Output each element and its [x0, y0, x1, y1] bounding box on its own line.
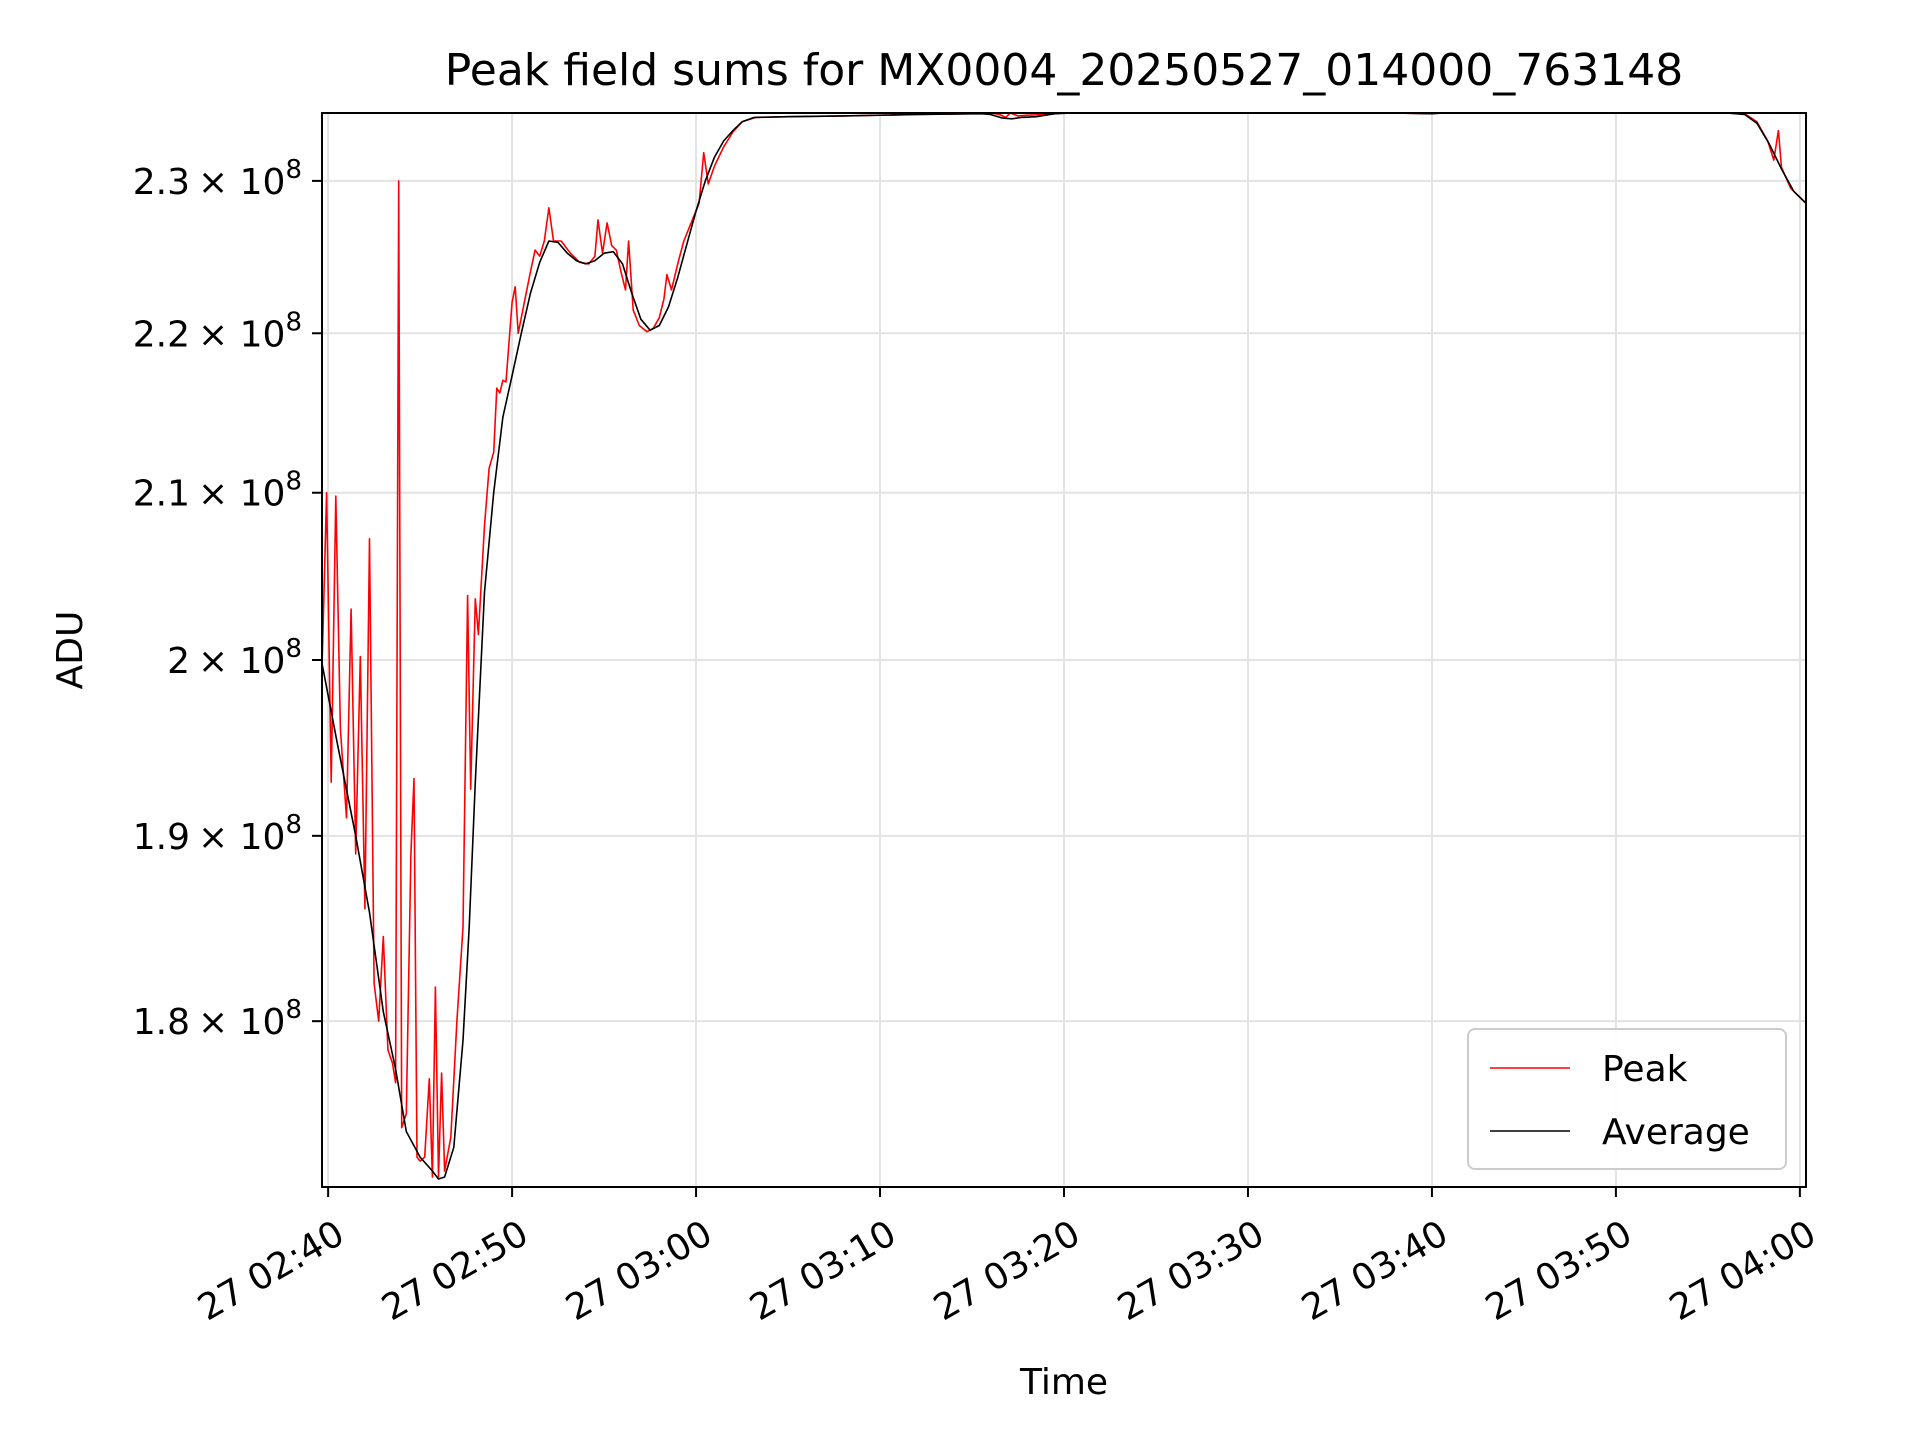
y-tick-base: × 10 — [198, 314, 285, 355]
legend: Peak Average — [1467, 1028, 1787, 1170]
legend-label-peak: Peak — [1602, 1049, 1688, 1090]
y-tick-label: 2 × 108 — [167, 634, 302, 682]
y-tick-base: × 10 — [198, 1002, 285, 1043]
y-tick-mantissa: 2.2 — [133, 314, 190, 355]
y-tick-label: 1.9 × 108 — [133, 810, 302, 858]
y-tick-base: × 10 — [198, 474, 285, 515]
y-tick-exponent: 8 — [285, 634, 302, 664]
y-tick-exponent: 8 — [285, 995, 302, 1025]
y-tick-mantissa: 1.8 — [133, 1002, 190, 1043]
grid — [322, 113, 1806, 1187]
y-tick-base: × 10 — [198, 641, 285, 682]
y-tick-base: × 10 — [198, 162, 285, 203]
y-tick-mantissa: 1.9 — [133, 817, 190, 858]
y-tick-exponent: 8 — [285, 810, 302, 840]
y-tick-mantissa: 2.3 — [133, 162, 190, 203]
y-axis-label: ADU — [50, 611, 91, 690]
legend-label-average: Average — [1602, 1112, 1750, 1153]
x-axis-label: Time — [1019, 1362, 1108, 1403]
y-tick-label: 2.3 × 108 — [133, 155, 302, 203]
y-tick-base: × 10 — [198, 817, 285, 858]
y-tick-exponent: 8 — [285, 307, 302, 337]
y-tick-label: 2.1 × 108 — [133, 467, 302, 515]
y-tick-label: 2.2 × 108 — [133, 307, 302, 355]
y-tick-exponent: 8 — [285, 155, 302, 185]
y-tick-label: 1.8 × 108 — [133, 995, 302, 1043]
y-tick-mantissa: 2.1 — [133, 474, 190, 515]
y-tick-mantissa: 2 — [167, 641, 190, 682]
y-tick-exponent: 8 — [285, 467, 302, 497]
chart-title: Peak field sums for MX0004_20250527_0140… — [445, 45, 1683, 96]
legend-box — [1467, 1028, 1787, 1170]
